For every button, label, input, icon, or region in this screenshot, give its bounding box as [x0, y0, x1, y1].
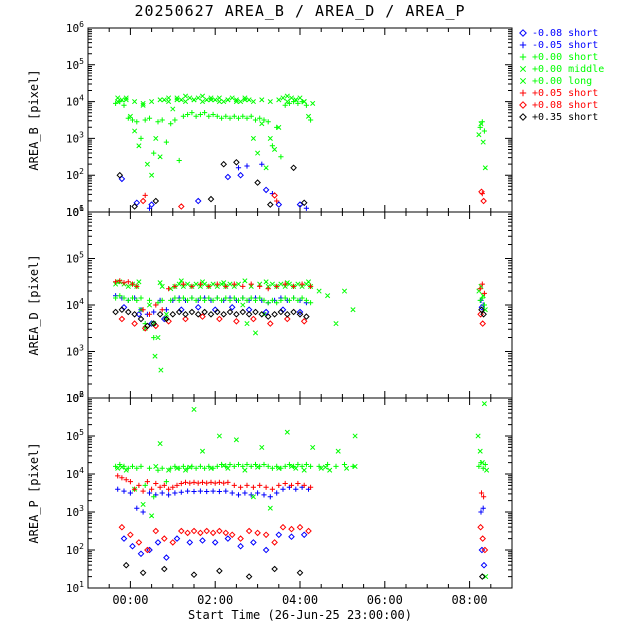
legend-entry: +0.00 middle — [517, 63, 604, 75]
series-points — [115, 473, 487, 500]
legend-marker-plus-icon — [519, 41, 527, 49]
y-tick-label: 101 — [66, 580, 84, 595]
x-tick-label: 08:00 — [452, 593, 488, 607]
legend-label: -0.08 short — [532, 27, 599, 39]
legend-marker-diamond-icon — [519, 113, 527, 121]
series-points — [120, 531, 488, 569]
series-points — [115, 401, 490, 580]
series-points — [115, 93, 488, 178]
y-tick-label: 103 — [66, 344, 84, 359]
legend-marker-plus-icon — [519, 89, 527, 97]
legend-label: +0.00 middle — [532, 63, 605, 75]
y-tick-label: 106 — [66, 20, 84, 35]
series-points — [115, 97, 316, 106]
legend-label: +0.00 short — [532, 51, 599, 63]
legend-marker-diamond-icon — [519, 29, 527, 37]
y-tick-label: 105 — [66, 251, 84, 266]
series-points — [116, 158, 308, 210]
legend-label: +0.00 long — [532, 75, 593, 87]
series-points — [119, 463, 358, 470]
y-tick-label: 106 — [66, 390, 84, 405]
series-points — [118, 523, 489, 554]
series-points — [113, 460, 488, 500]
legend-entry: +0.05 short — [517, 87, 604, 99]
series-points — [122, 561, 486, 580]
series-points — [139, 188, 487, 210]
panel-frame — [87, 27, 513, 213]
chart-title: 20250627 AREA_B / AREA_D / AREA_P — [134, 2, 466, 20]
legend-label: +0.08 short — [532, 99, 599, 111]
x-tick-label: 00:00 — [112, 593, 148, 607]
panel-frame — [87, 211, 513, 399]
y-tick-label: 105 — [66, 428, 84, 443]
series-points — [118, 310, 487, 332]
series-points — [115, 484, 486, 515]
legend-label: -0.05 short — [532, 39, 599, 51]
legend-marker-diamond-icon — [519, 101, 527, 109]
axis-ticks — [87, 397, 513, 589]
y-tick-label: 104 — [66, 94, 84, 109]
y-tick-label: 106 — [66, 204, 84, 219]
legend-marker-cross-icon — [519, 77, 527, 85]
y-axis-label-area-p: AREA_P [pixel] — [27, 442, 41, 544]
y-tick-label: 102 — [66, 167, 84, 182]
series-points — [113, 279, 488, 373]
x-tick-label: 06:00 — [367, 593, 403, 607]
legend-label: +0.35 short — [532, 111, 599, 123]
legend-entry: +0.35 short — [517, 111, 604, 123]
legend-marker-cross-icon — [519, 65, 527, 73]
axis-ticks — [87, 27, 513, 213]
series-points — [113, 293, 487, 341]
series-points — [113, 99, 487, 164]
legend-entry: +0.08 short — [517, 99, 604, 111]
y-axis-label-area-d: AREA_D [pixel] — [27, 254, 41, 356]
series-points — [112, 306, 487, 330]
x-tick-label: 04:00 — [282, 593, 318, 607]
y-tick-label: 105 — [66, 57, 84, 72]
legend-entry: -0.05 short — [517, 39, 604, 51]
y-tick-label: 102 — [66, 542, 84, 557]
axis-ticks — [87, 211, 513, 399]
series-points — [146, 161, 309, 211]
y-axis-label-area-b: AREA_B [pixel] — [27, 69, 41, 171]
legend-entry: +0.00 short — [517, 51, 604, 63]
x-tick-label: 02:00 — [197, 593, 233, 607]
y-tick-label: 103 — [66, 504, 84, 519]
series-points — [142, 191, 485, 204]
x-axis-label: Start Time (26-Jun-25 23:00:00) — [188, 608, 412, 622]
legend-label: +0.05 short — [532, 87, 599, 99]
legend-entry: +0.00 long — [517, 75, 604, 87]
legend-marker-plus-icon — [519, 53, 527, 61]
y-tick-label: 104 — [66, 466, 84, 481]
legend: -0.08 short -0.05 short +0.00 short +0.00 m… — [517, 27, 604, 123]
y-tick-label: 104 — [66, 297, 84, 312]
series-points — [113, 278, 487, 317]
y-tick-label: 103 — [66, 130, 84, 145]
legend-entry: -0.08 short — [517, 27, 604, 39]
